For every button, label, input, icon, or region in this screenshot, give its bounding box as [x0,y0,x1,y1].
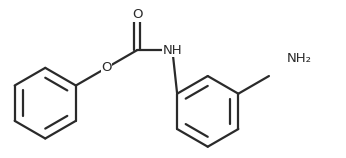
Text: O: O [101,61,112,74]
Text: NH₂: NH₂ [287,52,312,65]
Text: NH: NH [163,44,182,57]
Text: O: O [132,8,142,21]
